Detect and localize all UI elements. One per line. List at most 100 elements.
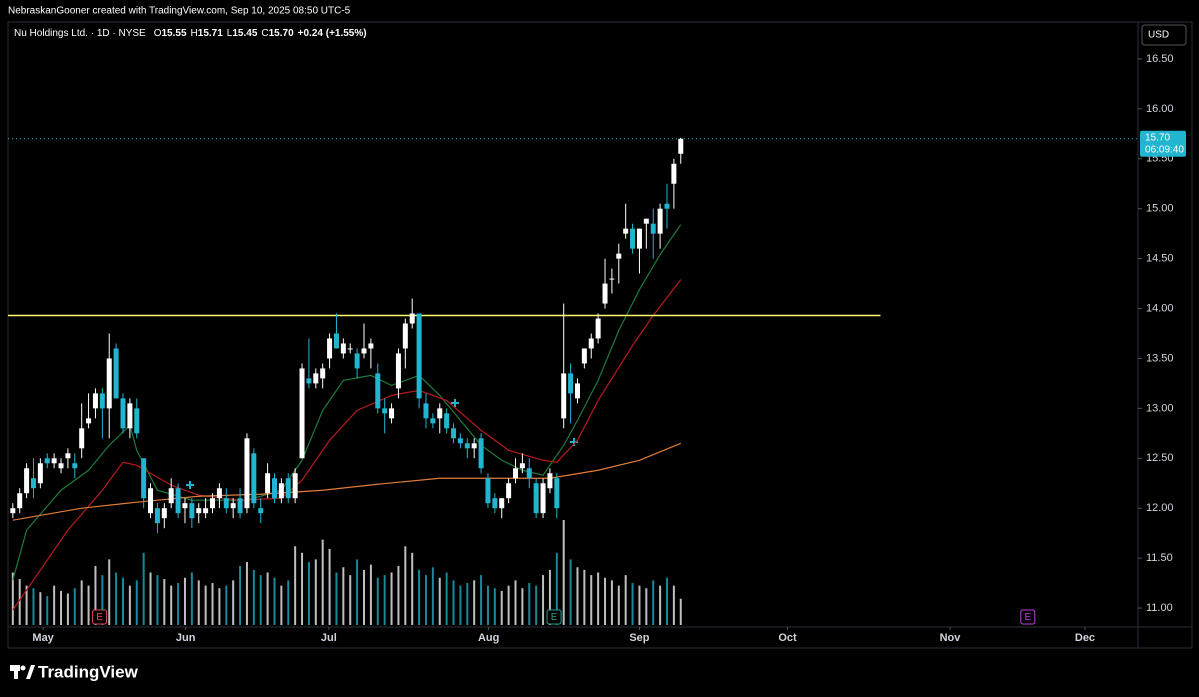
candle-body (210, 498, 216, 509)
volume-bar (610, 580, 613, 625)
candle-body (540, 483, 546, 514)
candle-body (175, 488, 181, 514)
volume-bar (411, 552, 414, 625)
volume-bar (273, 577, 276, 625)
volume-bar (232, 580, 235, 625)
volume-bar (356, 559, 359, 625)
candle-body (24, 468, 30, 494)
legend-field-label: O (154, 28, 162, 39)
volume-bar (183, 577, 186, 625)
volume-bar (617, 585, 620, 625)
candle-body (79, 428, 85, 449)
candle-body (499, 498, 505, 509)
event-label: E (551, 612, 558, 623)
candle-body (588, 338, 594, 349)
volume-bar (170, 585, 173, 625)
volume-bar (66, 593, 69, 625)
volume-bar (459, 585, 462, 625)
candle-body (230, 503, 236, 509)
volume-bar (204, 585, 207, 625)
legend-change: +0.24 (+1.55%) (298, 28, 367, 39)
volume-bar (500, 590, 503, 625)
volume-bar (493, 588, 496, 625)
logo: TradingView (10, 662, 139, 681)
candle-body (244, 438, 250, 509)
candle-body (333, 333, 339, 349)
candle-body (519, 463, 525, 469)
volume-bar (548, 569, 551, 625)
volume-bar (225, 585, 228, 625)
volume-bar (376, 577, 379, 625)
candle-body (574, 383, 580, 399)
volume-bar (486, 585, 489, 625)
candle-body (265, 473, 271, 494)
candle-body (127, 403, 133, 429)
volume-bar (521, 588, 524, 625)
countdown: 06:09:40 (1145, 144, 1184, 155)
moving-average (12, 442, 681, 521)
candle-body (313, 373, 319, 384)
candle-body (602, 283, 608, 304)
candle-body (678, 138, 684, 154)
candle-body (513, 468, 519, 479)
candle-body (402, 323, 408, 349)
volume-bar (239, 565, 242, 625)
candle-body (581, 348, 587, 364)
candle-body (223, 498, 229, 509)
candle-body (506, 483, 512, 499)
candle-body (278, 483, 284, 499)
volume-bar (466, 583, 469, 625)
volume-bar (190, 572, 193, 625)
y-tick-label: 15.00 (1146, 203, 1174, 215)
volume-bar (307, 562, 310, 625)
candle-body (444, 413, 450, 429)
candle-body (630, 228, 636, 249)
candle-body (595, 318, 601, 339)
candle-body (327, 338, 333, 359)
x-tick-label: Oct (778, 632, 797, 644)
volume-bar (535, 585, 538, 625)
event-badge (92, 609, 108, 625)
volume-bar (679, 598, 682, 625)
volume-bar (349, 575, 352, 625)
volume-bar (597, 572, 600, 625)
volume-bar (80, 580, 83, 625)
candle-body (457, 438, 463, 444)
candle-body (368, 343, 374, 349)
candle-body (306, 378, 312, 384)
y-tick-label: 12.00 (1146, 502, 1174, 514)
candle-body (409, 313, 415, 324)
x-tick-label: May (32, 632, 54, 644)
candle-body (37, 463, 43, 484)
candle-body (203, 508, 209, 514)
logo-part (20, 665, 26, 671)
volume-bar (266, 572, 269, 625)
volume-bar (328, 548, 331, 625)
volume-bar (18, 579, 21, 625)
x-tick-label: Nov (940, 632, 962, 644)
event-label: E (1024, 612, 1031, 623)
volume-bar (294, 546, 297, 625)
candle-body (609, 278, 615, 280)
y-tick-label: 13.00 (1146, 402, 1174, 414)
volume-bar (672, 585, 675, 625)
volume-bar (404, 546, 407, 625)
volume-bar (659, 585, 662, 625)
y-tick-label: 16.00 (1146, 103, 1174, 115)
volume-bar (473, 580, 476, 625)
legend-field-label: C (261, 28, 268, 39)
volume-bar (480, 575, 483, 625)
volume-bar (259, 575, 262, 625)
volume-bar (142, 552, 145, 625)
volume-bar (101, 575, 104, 625)
volume-bar (94, 565, 97, 625)
price-label: 15.70 (1145, 132, 1170, 143)
candle-body (320, 368, 326, 379)
candle-body (292, 473, 298, 499)
candle-body (485, 478, 491, 504)
candle-body (154, 508, 160, 524)
currency-box[interactable] (1141, 24, 1187, 46)
candle-body (10, 508, 16, 514)
legend-field-value: 15.55 (162, 28, 187, 39)
